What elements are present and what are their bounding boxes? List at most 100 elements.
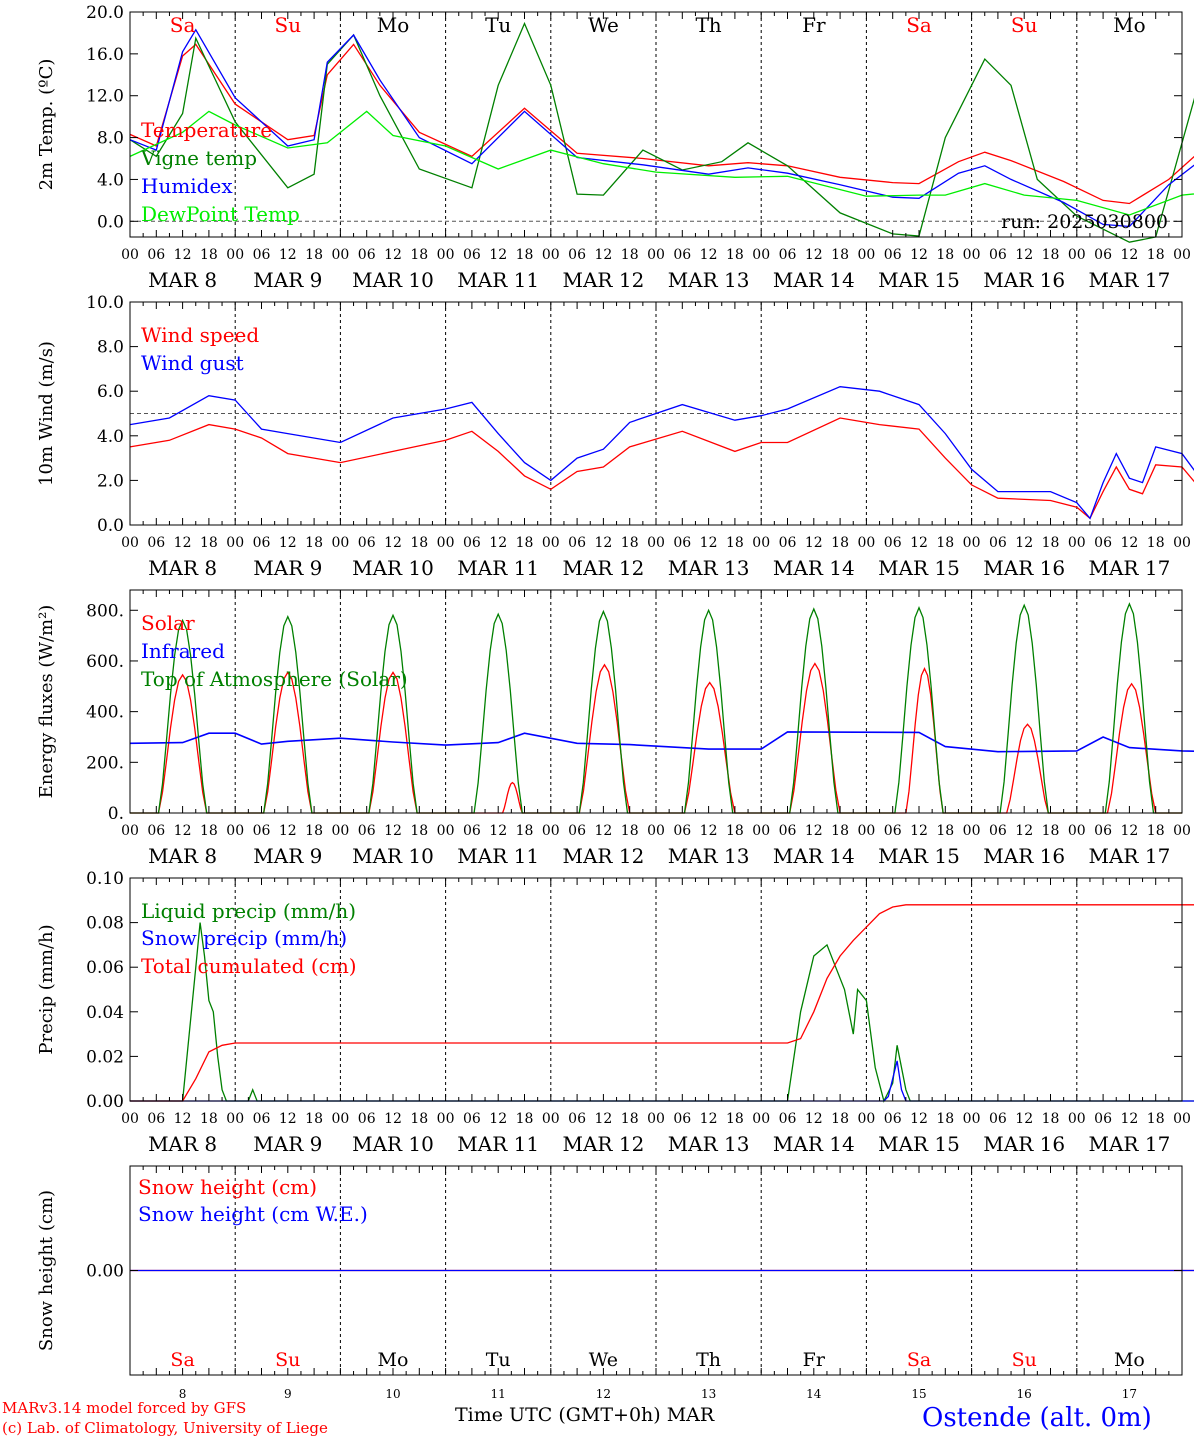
y-tick-label: 8.0	[97, 129, 124, 149]
day-abbr-label: Th	[696, 1349, 721, 1371]
hour-label: 06	[253, 1111, 271, 1127]
hour-label: 12	[174, 535, 192, 551]
day-abbr-label: Fr	[802, 13, 826, 37]
hour-label: 00	[857, 535, 875, 551]
legend-entry: Top of Atmosphere (Solar)	[141, 667, 408, 691]
hour-label: 00	[857, 1111, 875, 1127]
legend-entry: Wind speed	[141, 323, 259, 347]
hour-label: 00	[752, 247, 770, 263]
series-line	[129, 43, 1194, 205]
legend-entry: Wind gust	[141, 351, 244, 375]
date-label: MAR 15	[878, 1132, 960, 1156]
hour-label: 12	[700, 535, 718, 551]
legend-entry: Liquid precip (mm/h)	[141, 899, 356, 923]
hour-label: 00	[1173, 1111, 1191, 1127]
day-abbr-label: Su	[1012, 1349, 1037, 1371]
hour-label: 18	[200, 823, 218, 839]
date-label: MAR 10	[352, 1132, 434, 1156]
y-tick-label: 0.00	[86, 1092, 124, 1112]
hour-label: 00	[963, 823, 981, 839]
legend-entry: Humidex	[141, 174, 233, 198]
legend-entry: Infrared	[141, 639, 225, 663]
day-abbr-label: Sa	[907, 1349, 931, 1371]
hour-label: 12	[1015, 823, 1033, 839]
date-label: MAR 14	[773, 844, 855, 868]
day-abbr-label: Sa	[906, 13, 932, 37]
hour-label: 12	[384, 1111, 402, 1127]
hour-label: 06	[463, 247, 481, 263]
hour-label: 12	[1015, 247, 1033, 263]
date-label: MAR 16	[983, 556, 1065, 580]
day-number-label: 15	[911, 1387, 926, 1401]
y-tick-label: 8.0	[97, 338, 124, 358]
date-label: MAR 10	[352, 844, 434, 868]
hour-label: 00	[437, 823, 455, 839]
hour-label: 00	[1068, 535, 1086, 551]
legend-entry: Snow height (cm)	[138, 1175, 317, 1199]
hour-label: 12	[1120, 823, 1138, 839]
hour-label: 06	[884, 247, 902, 263]
legend-entry: Temperature	[141, 118, 272, 142]
y-tick-label: 800.	[86, 601, 124, 621]
hour-label: 12	[384, 247, 402, 263]
hour-label: 06	[358, 823, 376, 839]
hour-label: 18	[936, 823, 954, 839]
y-axis-label: Energy fluxes (W/m²)	[36, 605, 57, 799]
date-label: MAR 11	[457, 1132, 539, 1156]
hour-label: 06	[884, 535, 902, 551]
hour-label: 00	[963, 535, 981, 551]
hour-label: 06	[253, 535, 271, 551]
date-label: MAR 13	[668, 1132, 750, 1156]
hour-label: 00	[1068, 1111, 1086, 1127]
hour-label: 18	[1147, 247, 1165, 263]
hour-label: 18	[305, 823, 323, 839]
y-tick-label: 4.0	[97, 170, 124, 190]
hour-label: 06	[147, 1111, 165, 1127]
day-abbr-label: Mo	[377, 13, 410, 37]
legend-entry: DewPoint Temp	[141, 202, 300, 226]
hour-label: 18	[516, 247, 534, 263]
y-tick-label: 10.0	[86, 293, 124, 313]
hour-label: 00	[331, 247, 349, 263]
hour-label: 18	[621, 535, 639, 551]
hour-label: 06	[463, 535, 481, 551]
date-label: MAR 8	[148, 268, 217, 292]
date-label: MAR 8	[148, 1132, 217, 1156]
hour-label: 00	[121, 1111, 139, 1127]
date-label: MAR 9	[253, 1132, 322, 1156]
y-tick-label: 0.06	[86, 958, 124, 978]
day-abbr-label: Su	[275, 13, 302, 37]
y-tick-label: 16.0	[86, 45, 124, 65]
hour-label: 12	[1015, 1111, 1033, 1127]
y-tick-label: 0.08	[86, 914, 124, 934]
hour-label: 00	[963, 1111, 981, 1127]
day-abbr-label: Th	[695, 13, 721, 37]
hour-label: 18	[1147, 823, 1165, 839]
hour-label: 18	[831, 823, 849, 839]
legend-entry: Total cumulated (cm)	[141, 954, 357, 978]
hour-label: 12	[805, 535, 823, 551]
hour-label: 00	[752, 823, 770, 839]
hour-label: 00	[1173, 247, 1191, 263]
hour-label: 00	[542, 535, 560, 551]
hour-label: 00	[226, 823, 244, 839]
hour-label: 06	[779, 823, 797, 839]
date-label: MAR 14	[773, 556, 855, 580]
y-tick-label: 0.04	[86, 1003, 124, 1023]
legend-entry: Vigne temp	[140, 146, 257, 170]
hour-label: 18	[410, 535, 428, 551]
series-line	[129, 28, 1194, 228]
hour-label: 00	[1068, 823, 1086, 839]
hour-label: 12	[279, 1111, 297, 1127]
series-line	[130, 922, 1194, 1103]
hour-label: 06	[147, 535, 165, 551]
day-abbr-label: Su	[275, 1349, 300, 1371]
y-tick-label: 0.02	[86, 1047, 124, 1067]
hour-label: 18	[305, 1111, 323, 1127]
hour-label: 00	[226, 535, 244, 551]
y-tick-label: 4.0	[97, 427, 124, 447]
hour-label: 18	[200, 1111, 218, 1127]
date-label: MAR 12	[563, 268, 645, 292]
day-number-label: 10	[385, 1387, 400, 1401]
